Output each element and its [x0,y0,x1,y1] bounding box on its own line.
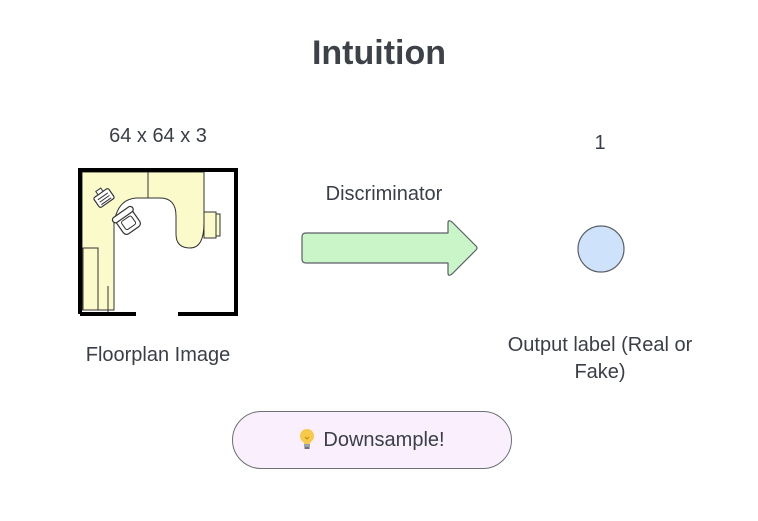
downsample-note: Downsample! [232,411,512,469]
input-dimensions-label: 64 x 64 x 3 [109,125,207,147]
floorplan-image [78,168,238,316]
output-node [576,224,626,274]
output-label: Output label (Real or Fake) [507,334,693,383]
discriminator-label: Discriminator [325,183,443,205]
diagram-title: Intuition [311,34,447,72]
discriminator-arrow [300,219,480,279]
output-value: 1 [594,132,606,154]
input-label: Floorplan Image [85,344,231,366]
downsample-text: Downsample! [323,428,445,451]
lightbulb-icon [299,428,315,452]
